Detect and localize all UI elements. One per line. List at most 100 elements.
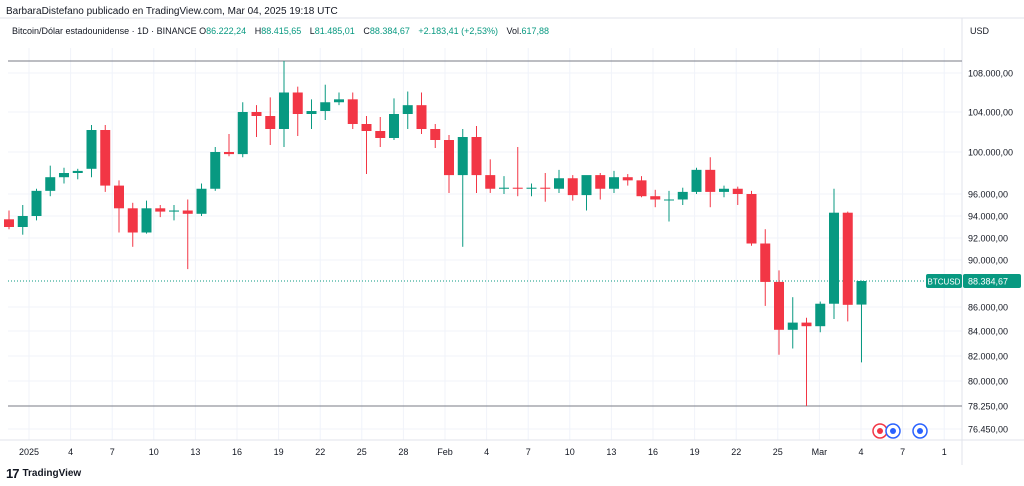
lightning-event-icon-core: [877, 428, 883, 434]
open-label: O: [199, 26, 207, 36]
candle-down: [760, 243, 771, 282]
y-tick-label: 80.000,00: [968, 377, 1008, 387]
candle-down: [636, 180, 647, 197]
candle-down: [347, 99, 358, 124]
candle-up: [59, 173, 69, 178]
volume-value: 617,88: [521, 26, 550, 36]
price-tag-value: 88.384,67: [968, 277, 1008, 287]
x-tick-label: 10: [565, 447, 575, 457]
candle-down: [650, 196, 661, 200]
candle-up: [609, 177, 619, 189]
candle-up: [829, 212, 839, 304]
x-tick-label: 16: [648, 447, 658, 457]
candle-up: [72, 170, 83, 173]
candle-up: [677, 191, 688, 200]
candle-down: [251, 112, 262, 116]
candle-down: [801, 322, 812, 327]
currency-label[interactable]: USD: [970, 26, 990, 36]
symbol-label[interactable]: Bitcoin/Dólar estadounidense · 1D · BINA…: [12, 26, 197, 36]
x-tick-label: 25: [357, 447, 367, 457]
candle-up: [17, 216, 28, 227]
candle-down: [182, 210, 193, 214]
candle-up: [141, 208, 152, 233]
candle-up: [787, 322, 798, 330]
candle-down: [224, 152, 234, 155]
volume-label: Vol.: [506, 26, 522, 36]
low-label: L: [309, 26, 315, 36]
y-tick-label: 86.000,00: [968, 303, 1008, 313]
flag-event-icon: [885, 423, 901, 439]
x-tick-label: 13: [190, 447, 200, 457]
change-value: +2.183,41 (+2,53%): [418, 26, 498, 36]
y-tick-label: 94.000,00: [968, 212, 1008, 222]
x-tick-label: 7: [900, 447, 905, 457]
y-tick-label: 104.000,00: [968, 108, 1013, 118]
candle-down: [732, 188, 743, 194]
candle-up: [196, 188, 207, 214]
candle-up: [237, 112, 248, 155]
ohlc-legend: Bitcoin/Dólar estadounidense · 1D · BINA…: [12, 26, 555, 36]
candle-down: [705, 169, 716, 192]
x-tick-label: 25: [773, 447, 783, 457]
candle-down: [4, 219, 14, 227]
x-tick-label: 10: [149, 447, 159, 457]
candle-down: [292, 92, 303, 114]
candle-up: [581, 175, 592, 196]
price-tag-name-bg: [926, 274, 962, 288]
y-tick-label: 92.000,00: [968, 234, 1008, 244]
candle-up: [31, 190, 42, 216]
candle-up: [457, 137, 468, 176]
x-tick-label: Feb: [437, 447, 453, 457]
y-tick-label: 82.000,00: [968, 352, 1008, 362]
x-tick-label: 7: [110, 447, 115, 457]
flag-event-icon-core: [917, 428, 923, 434]
candle-down: [595, 175, 606, 189]
tradingview-brand: TradingView: [22, 468, 82, 479]
candle-up: [719, 188, 729, 192]
candle-down: [444, 140, 454, 176]
x-tick-label: 19: [690, 447, 700, 457]
candle-up: [86, 130, 97, 169]
candle-up: [45, 177, 56, 191]
x-tick-label: 28: [398, 447, 408, 457]
x-tick-label: 7: [526, 447, 531, 457]
candle-up: [334, 99, 344, 103]
x-tick-label: 22: [731, 447, 741, 457]
lightning-event-icon: [872, 423, 888, 439]
close-value: 88.384,67: [369, 26, 410, 36]
publisher-line: BarbaraDistefano publicado en TradingVie…: [6, 6, 338, 17]
candle-down: [512, 187, 523, 189]
y-tick-label: 96.000,00: [968, 190, 1008, 200]
price-tag-value-bg: [963, 274, 1021, 288]
flag-event-icon: [912, 423, 928, 439]
y-tick-label: 84.000,00: [968, 327, 1008, 337]
x-tick-label: 4: [484, 447, 489, 457]
flag-event-icon-core: [890, 428, 896, 434]
x-tick-label: 13: [606, 447, 616, 457]
candle-down: [416, 105, 427, 129]
candle-up: [279, 92, 289, 129]
candle-down: [567, 178, 578, 196]
candle-up: [526, 187, 537, 189]
candle-up: [856, 281, 867, 305]
tradingview-footer[interactable]: 17 TradingView: [6, 466, 81, 481]
candle-up: [664, 199, 674, 201]
candle-down: [114, 185, 124, 209]
candle-up: [306, 111, 317, 114]
low-value: 81.485,01: [314, 26, 355, 36]
high-label: H: [254, 26, 262, 36]
candle-up: [691, 169, 702, 192]
y-tick-label: 90.000,00: [968, 256, 1008, 266]
candle-down: [471, 137, 482, 176]
candle-up: [320, 102, 331, 112]
candle-down: [265, 116, 276, 129]
candle-up: [210, 152, 221, 189]
candle-up: [169, 210, 179, 212]
candle-down: [100, 130, 111, 186]
candle-down: [746, 194, 757, 244]
candle-down: [361, 124, 372, 131]
candle-up: [402, 105, 413, 114]
candle-up: [554, 178, 564, 189]
candle-down: [622, 177, 633, 181]
